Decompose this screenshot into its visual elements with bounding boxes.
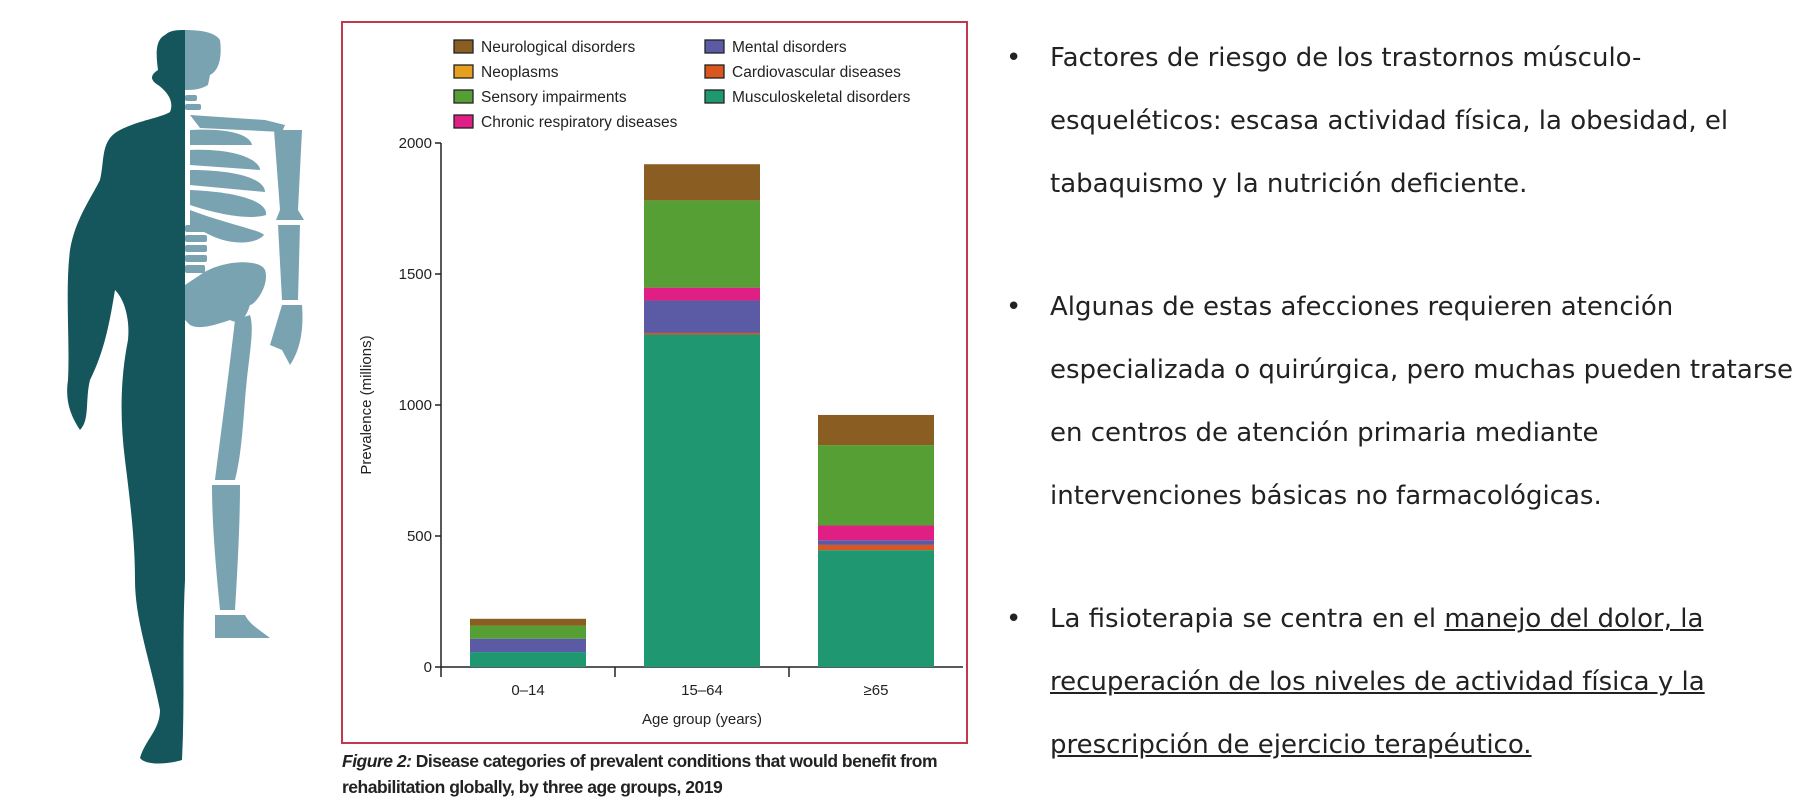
bar-segment-musculoskeletal-disorders xyxy=(818,550,934,667)
bar-segment-cardiovascular-diseases xyxy=(818,544,934,551)
bar-segment-sensory-impairments xyxy=(470,625,586,639)
legend-label: Neurological disorders xyxy=(481,39,635,56)
x-tick-label: ≥65 xyxy=(864,682,889,699)
legend-label: Musculoskeletal disorders xyxy=(732,89,911,106)
legend-swatch xyxy=(704,89,725,104)
bullet-item: • Factores de riesgo de los trastornos mú… xyxy=(1006,27,1796,216)
legend-swatch xyxy=(453,39,474,54)
bar-segment-chronic-respiratory-diseases xyxy=(644,287,760,301)
bar-segment-neurological-disorders xyxy=(818,414,934,446)
y-tick-label: 2000 xyxy=(399,135,432,152)
legend-label: Chronic respiratory diseases xyxy=(481,114,678,131)
bar-segment-musculoskeletal-disorders xyxy=(644,334,760,667)
bullet-item: • Algunas de estas afecciones requieren a… xyxy=(1006,276,1796,528)
x-axis-label: Age group (years) xyxy=(642,711,762,728)
legend-swatch xyxy=(453,89,474,104)
bullet-dot: • xyxy=(1006,43,1022,73)
legend-swatch xyxy=(453,114,474,129)
bar-segment-chronic-respiratory-diseases xyxy=(818,525,934,541)
bullet-dot: • xyxy=(1006,292,1022,322)
stacked-bar-chart: 0 500 1000 1500 2000 0–14 15–64 ≥65 Age group (y… xyxy=(358,39,963,728)
bar-segment-cardiovascular-diseases xyxy=(644,332,760,335)
bar-segment-mental-disorders xyxy=(470,638,586,653)
bar-segment-sensory-impairments xyxy=(644,200,760,288)
x-tick-label: 15–64 xyxy=(681,682,723,699)
legend-label: Mental disorders xyxy=(732,39,847,56)
y-tick-label: 0 xyxy=(424,659,432,676)
legend-swatch xyxy=(704,64,725,79)
legend-label: Neoplasms xyxy=(481,64,559,81)
bar-segment-mental-disorders xyxy=(818,540,934,545)
chart-frame xyxy=(341,21,968,744)
legend-swatch xyxy=(453,64,474,79)
x-tick-label: 0–14 xyxy=(511,682,544,699)
bar-segment-musculoskeletal-disorders xyxy=(470,652,586,667)
y-axis-label: Prevalence (millions) xyxy=(358,335,375,474)
caption-label: Figure 2: xyxy=(342,751,412,771)
bullet-text: Algunas de estas afecciones requieren at… xyxy=(1050,292,1793,511)
body-silhouette xyxy=(67,30,185,764)
bar-segment-sensory-impairments xyxy=(818,445,934,526)
bar-segment-neurological-disorders xyxy=(470,618,586,626)
human-body-skeleton-illustration xyxy=(67,30,304,764)
y-tick-label: 500 xyxy=(407,528,432,545)
legend-label: Cardiovascular diseases xyxy=(732,64,901,81)
caption-text: Disease categories of prevalent conditio… xyxy=(342,751,938,797)
bar-segment-mental-disorders xyxy=(644,300,760,333)
legend-swatch xyxy=(704,39,725,54)
y-tick-label: 1500 xyxy=(399,266,432,283)
bullet-text: Factores de riesgo de los trastornos mús… xyxy=(1050,43,1729,199)
bar-segment-neurological-disorders xyxy=(644,164,760,201)
bullet-item: • La fisioterapia se centra en el manejo … xyxy=(1006,588,1796,777)
bullet-text: La fisioterapia se centra en el xyxy=(1050,604,1445,634)
bullet-underlined-text: manejo del dolor, la recuperación de los… xyxy=(1050,604,1705,760)
bullet-dot: • xyxy=(1006,604,1022,634)
bullet-list: • Factores de riesgo de los trastornos mú… xyxy=(1006,27,1796,807)
figure-caption: Figure 2: Disease categories of prevalen… xyxy=(342,748,1002,800)
legend-label: Sensory impairments xyxy=(481,89,627,106)
skeleton-half xyxy=(185,30,304,638)
y-tick-label: 1000 xyxy=(399,397,432,414)
